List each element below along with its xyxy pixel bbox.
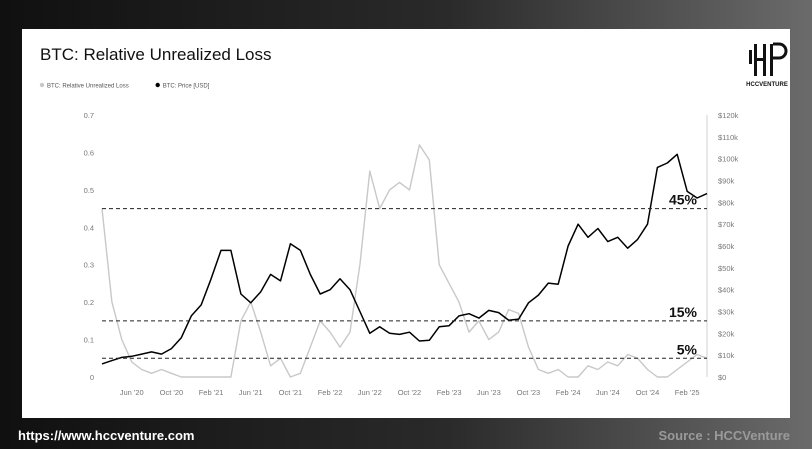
legend-label: BTC: Relative Unrealized Loss [47,84,129,90]
x-tick-label: Jun '21 [239,388,263,397]
x-tick-label: Feb '24 [556,388,581,397]
x-tick-label: Feb '23 [437,388,462,397]
legend-label: BTC: Price [USD] [163,84,210,90]
x-tick-label: Feb '21 [199,388,224,397]
y-left-tick-label: 0.4 [84,223,94,232]
x-tick-label: Oct '21 [279,388,303,397]
chart-title: BTC: Relative Unrealized Loss [40,45,272,64]
x-tick-label: Oct '24 [636,388,660,397]
y-right-tick-label: $60k [718,242,735,251]
y-left-tick-label: 0.5 [84,186,94,195]
series-relative-unrealized-loss [101,144,708,378]
y-right-tick-label: $0 [718,373,726,382]
x-tick-label: Oct '22 [398,388,422,397]
y-left-tick-label: 0.2 [84,298,94,307]
x-tick-label: Feb '25 [675,388,700,397]
svg-text:HCCVENTURE: HCCVENTURE [746,82,788,88]
x-tick-label: Feb '22 [318,388,343,397]
footer-source-text: Source : HCCVenture [658,428,790,443]
y-right-tick-label: $20k [718,329,735,338]
y-right-tick-label: $110k [718,133,738,142]
y-left-tick-label: 0.7 [84,111,94,120]
x-tick-label: Jun '24 [596,388,620,397]
x-tick-label: Jun '20 [120,388,144,397]
y-left-tick-label: 0.3 [84,261,94,270]
x-tick-label: Oct '20 [160,388,184,397]
chart-area: BTC: Relative Unrealized Loss BTC: Price … [39,82,739,397]
x-tick-label: Jun '22 [358,388,382,397]
y-right-tick-label: $120k [718,111,739,120]
reference-line-label: 45% [669,192,698,208]
y-right-tick-label: $30k [718,308,735,317]
y-right-tick-label: $50k [718,264,735,273]
chart-card: BTC: Relative Unrealized Loss HCCVENTURE… [22,29,790,418]
series-btc-price [101,153,708,365]
legend-marker [39,82,45,88]
y-left-tick-label: 0.6 [84,148,94,157]
hccventure-logo: HCCVENTURE [746,42,788,88]
y-right-tick-label: $90k [718,177,735,186]
legend-marker [155,82,160,88]
x-tick-label: Jun '23 [477,388,501,397]
y-right-tick-label: $10k [718,351,735,360]
reference-line-label: 15% [669,304,698,320]
y-right-tick-label: $80k [718,198,735,207]
x-tick-label: Oct '23 [517,388,541,397]
y-left-tick-label: 0.1 [84,336,94,345]
y-left-tick-label: 0 [90,373,94,382]
y-right-tick-label: $70k [718,220,735,229]
reference-line-label: 5% [677,341,698,357]
footer-website-link[interactable]: https://www.hccventure.com [18,428,195,443]
y-right-tick-label: $40k [718,286,735,295]
y-right-tick-label: $100k [718,155,739,164]
